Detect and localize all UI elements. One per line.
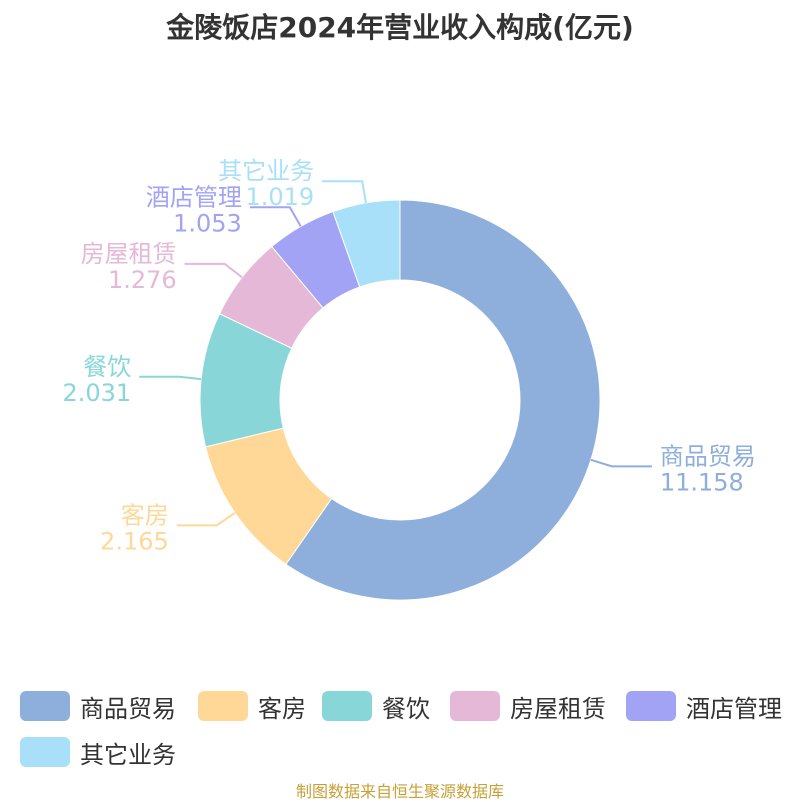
legend-label: 酒店管理 [686,694,782,723]
legend-label: 其它业务 [80,740,176,769]
legend-label: 商品贸易 [80,694,176,723]
slice-value-label: 1.276 [108,266,177,294]
chart-title: 金陵饭店2024年营业收入构成(亿元) [166,11,634,44]
slice-name-label: 酒店管理 [146,183,242,211]
slice-value-label: 11.158 [660,468,744,496]
slice-value-label: 1.053 [173,209,242,237]
legend-swatch [626,691,676,721]
leader-line-餐饮 [139,375,202,381]
legend-item-客房[interactable]: 客房 [198,688,306,724]
leader-line-客房 [176,512,236,527]
slice-name-label: 商品贸易 [660,442,756,470]
leader-line-其它业务 [322,180,367,204]
slice-name-label: 其它业务 [218,157,314,185]
legend-label: 客房 [258,694,306,723]
slice-商品贸易[interactable] [285,199,601,601]
legend-label: 房屋租赁 [510,694,606,723]
slice-name-label: 房屋租赁 [81,240,177,268]
legend-swatch [322,691,372,721]
legend-item-酒店管理[interactable]: 酒店管理 [626,688,782,724]
slice-value-label: 2.031 [62,379,131,407]
data-source-note: 制图数据来自恒生聚源数据库 [295,782,504,801]
slice-其它业务[interactable] [332,199,401,288]
leader-line-商品贸易 [590,458,652,468]
legend-swatch [20,691,70,721]
legend-item-其它业务[interactable]: 其它业务 [20,734,176,770]
legend-swatch [20,737,70,767]
leader-line-酒店管理 [249,206,302,227]
legend-item-商品贸易[interactable]: 商品贸易 [20,688,176,724]
legend-label: 餐饮 [382,694,430,723]
leader-line-房屋租赁 [184,262,243,279]
slice-name-label: 客房 [121,501,169,529]
legend-swatch [450,691,500,721]
slice-value-label: 2.165 [100,527,169,555]
slice-name-label: 餐饮 [83,353,131,381]
slice-value-label: 1.019 [245,183,314,211]
legend-swatch [198,691,248,721]
legend-item-房屋租赁[interactable]: 房屋租赁 [450,688,606,724]
legend-item-餐饮[interactable]: 餐饮 [322,688,430,724]
